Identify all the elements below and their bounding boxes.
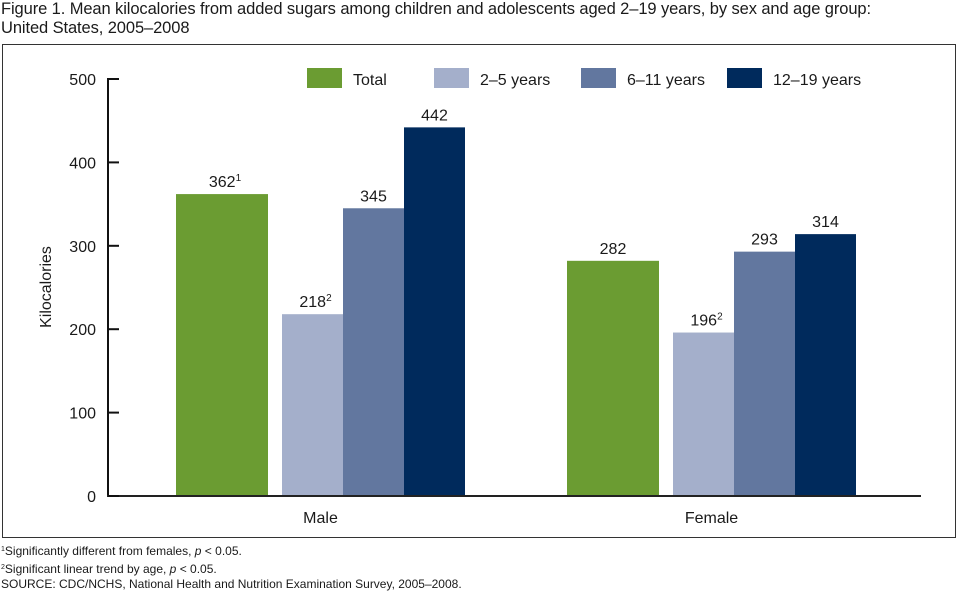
chart-frame [2, 44, 956, 538]
y-tick-label-0: 0 [87, 489, 96, 506]
legend-label-2-5-years: 2–5 years [480, 72, 550, 89]
legend-swatch-2-5-years [434, 68, 469, 88]
bar-female-2-5-years [673, 332, 734, 495]
x-category-label-female: Female [685, 510, 738, 527]
data-label-male-total: 3621 [209, 173, 242, 191]
y-tick-label-400: 400 [69, 155, 96, 172]
bar-female-total [567, 260, 659, 495]
legend-item-total: Total [307, 68, 387, 89]
footnote-1: 1Significantly different from females, p… [1, 542, 462, 560]
legend-label-total: Total [353, 72, 387, 89]
figure-title-line-2: United States, 2005–2008 [1, 19, 190, 37]
data-label-female-2-5-years: 1962 [690, 312, 723, 330]
data-label-male-2-5-years: 2182 [299, 293, 332, 311]
legend-swatch-6-11-years [581, 68, 616, 88]
footnote-2-mark: 2 [1, 563, 5, 571]
bar-female-6-11-years [734, 251, 795, 495]
footnote-1-mark: 1 [1, 546, 5, 553]
data-label-female-total: 282 [600, 241, 627, 258]
data-label-female-12-19-years: 314 [812, 214, 839, 231]
axes-layer: 0 100 200 300 400 500 Male Female [69, 72, 921, 527]
y-tick-label-100: 100 [69, 406, 96, 423]
bar-male-total [176, 194, 268, 496]
bar-male-6-11-years [343, 208, 404, 495]
bar-female-12-19-years [795, 234, 856, 495]
footnote-1-threshold: < 0.05. [201, 544, 242, 558]
bars-layer [176, 127, 856, 496]
legend: Total 2–5 years 6–11 years 12–19 years [307, 68, 861, 89]
footnotes: 1Significantly different from females, p… [1, 542, 462, 593]
footnote-2-p: p [169, 561, 177, 576]
y-tick-label-200: 200 [69, 322, 96, 339]
footnote-2-threshold: < 0.05. [176, 561, 217, 576]
x-category-label-male: Male [303, 510, 338, 527]
source-note: SOURCE: CDC/NCHS, National Health and Nu… [1, 577, 462, 591]
legend-swatch-total [307, 68, 342, 88]
footnote-2-text: Significant linear trend by age, [4, 561, 170, 576]
data-labels-layer: 3621 2182 345 442 282 1962 293 314 [209, 107, 839, 329]
figure-title: Figure 1. Mean kilocalories from added s… [1, 0, 871, 38]
y-axis-label: Kilocalories [38, 246, 55, 328]
y-tick-label-300: 300 [69, 239, 96, 256]
footnote-1-p: p [194, 544, 202, 558]
bar-male-12-19-years [404, 127, 465, 495]
figure-title-line-1: Figure 1. Mean kilocalories from added s… [1, 0, 871, 18]
legend-item-12-19-years: 12–19 years [727, 68, 861, 89]
legend-item-6-11-years: 6–11 years [581, 68, 705, 89]
y-tick-label-500: 500 [69, 72, 96, 89]
data-label-male-6-11-years: 345 [360, 188, 387, 205]
footnote-1-text: Significantly different from females, [4, 544, 195, 558]
data-label-female-6-11-years: 293 [751, 232, 778, 249]
footnote-2: 2Significant linear trend by age, p < 0.… [1, 560, 462, 578]
data-label-male-12-19-years: 442 [421, 107, 448, 124]
legend-item-2-5-years: 2–5 years [434, 68, 550, 89]
legend-label-6-11-years: 6–11 years [627, 72, 705, 89]
bar-male-2-5-years [282, 314, 343, 495]
legend-label-12-19-years: 12–19 years [773, 72, 861, 89]
legend-swatch-12-19-years [727, 68, 762, 88]
